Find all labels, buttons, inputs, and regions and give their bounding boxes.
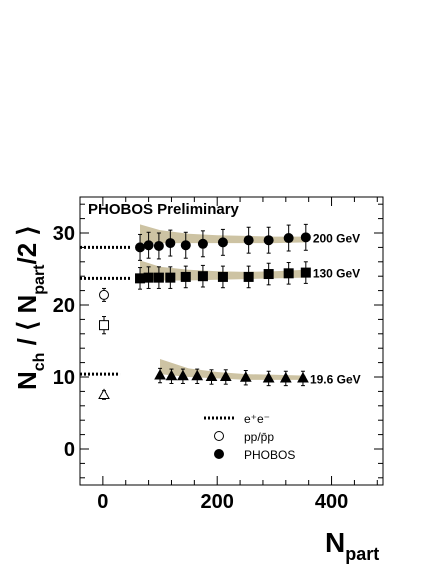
data-point-circle [165,238,176,249]
y-tick-label: 20 [53,295,75,317]
data-point-square [165,272,176,283]
chart-title: PHOBOS Preliminary [88,201,240,218]
legend-label: e⁺e⁻ [244,412,270,426]
pp-point-square [99,320,110,331]
data-point-circle [243,235,254,246]
pp-point-triangle [98,388,110,399]
data-point-square [135,273,146,284]
data-point-triangle [191,369,204,381]
text-labels: 200 GeV 130 GeV 19.6 GeV PHOBOS Preliminary… [12,201,379,564]
data-point-square [217,271,228,282]
data-point-triangle [205,370,218,381]
data-point-circle [180,240,191,251]
data-point-square [143,272,154,283]
legend: e⁺e⁻ pp/p̄p PHOBOS [204,412,295,462]
data-point-square [243,271,254,282]
legend-label: PHOBOS [244,448,295,462]
series-label: 130 GeV [313,267,360,281]
x-tick-label: 0 [97,491,108,513]
data-point-triangle [219,370,232,381]
legend-marker-symbol [214,431,224,441]
y-axis-title: Nch / ⟨ Npart/2 ⟩ [12,225,48,390]
y-tick-label: 0 [64,439,75,461]
data-point-triangle [279,371,292,383]
data-point-triangle [177,369,189,381]
data-point-square [263,269,274,280]
y-tick-label: 10 [53,367,75,389]
data-point-circle [300,232,311,243]
data-point-square [197,271,208,282]
data-point-circle [263,235,274,246]
plot-border [79,196,384,486]
ee-reference-lines [80,245,132,376]
legend-marker-symbol [214,449,224,459]
data-point-triangle [262,371,275,383]
data-point-circle [217,237,228,248]
data-point-square [300,267,311,278]
axis-ticks: 0 200 400 0 10 20 30 [53,197,383,513]
data-point-square [180,271,191,282]
plot-frame [79,196,384,486]
series-label: 200 GeV [313,231,360,245]
data-point-triangle [165,369,178,381]
data-points [98,223,311,400]
data-point-circle [153,240,164,251]
y-tick-label: 30 [53,223,75,245]
data-point-circle [143,240,154,251]
data-point-circle [283,233,294,244]
data-point-triangle [297,371,309,383]
legend-label: pp/p̄p [244,430,274,444]
data-point-square [153,272,164,283]
data-point-circle [135,242,146,253]
data-point-triangle [239,371,252,382]
data-point-square [283,268,294,279]
data-point-triangle [154,369,166,380]
x-axis-title: Npart [325,527,379,564]
x-tick-label: 200 [201,491,234,513]
x-tick-label: 400 [315,491,348,513]
pp-point-circle [99,289,110,300]
series-label: 19.6 GeV [310,372,361,386]
data-point-circle [197,238,208,249]
